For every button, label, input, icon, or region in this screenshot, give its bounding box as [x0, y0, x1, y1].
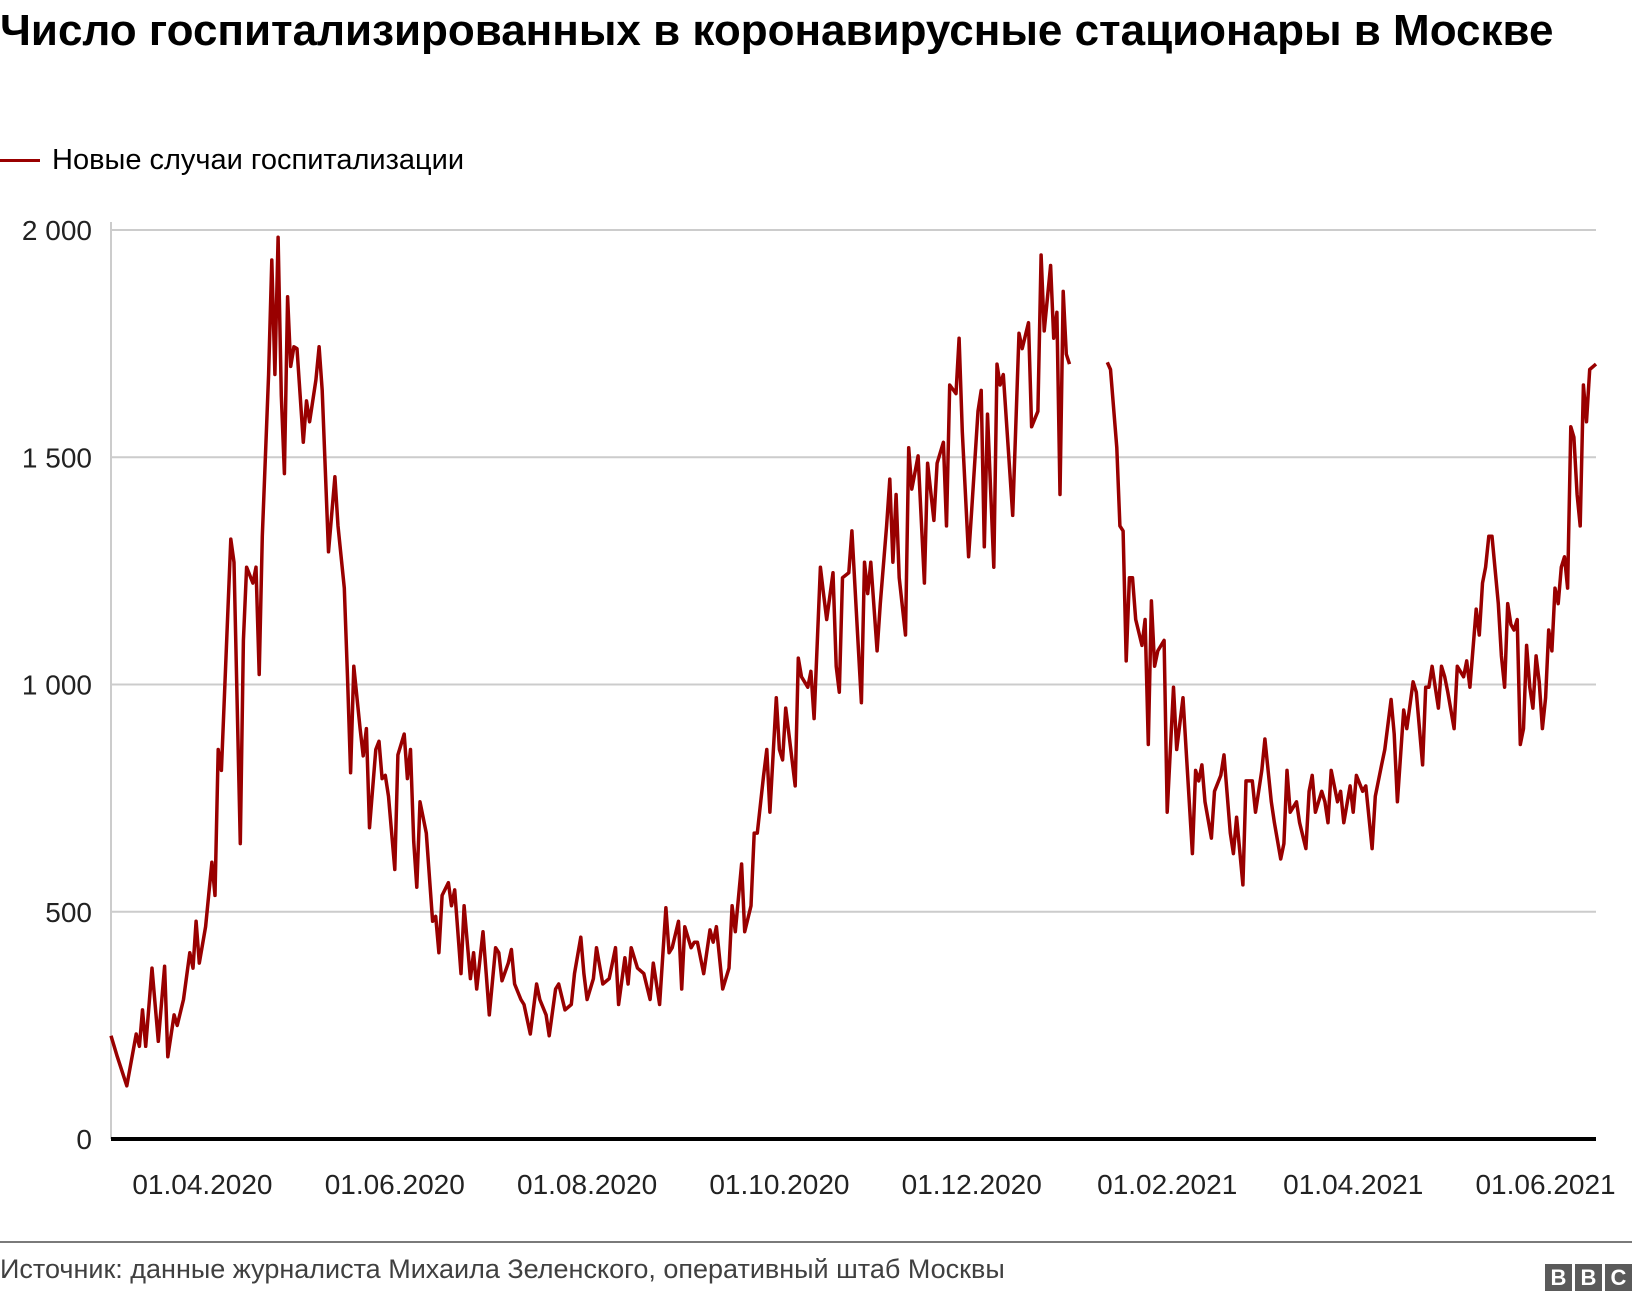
gridlines [110, 222, 1596, 1139]
bbc-logo: B B C [1545, 1264, 1632, 1291]
bbc-logo-letter: B [1545, 1264, 1572, 1291]
y-tick-label: 500 [45, 897, 92, 928]
legend: Новые случаи госпитализации [0, 144, 464, 177]
bbc-logo-letter: B [1575, 1264, 1602, 1291]
source-note: Источник: данные журналиста Михаила Зеле… [0, 1254, 1005, 1284]
x-tick-label: 01.10.2020 [709, 1169, 849, 1200]
legend-label: Новые случаи госпитализации [52, 144, 465, 176]
x-tick-label: 01.08.2020 [517, 1169, 657, 1200]
chart-title: Число госпитализированных в коронавирусн… [0, 6, 1554, 55]
x-tick-label: 01.04.2020 [132, 1169, 272, 1200]
bbc-logo-letter: C [1605, 1264, 1632, 1291]
legend-line-swatch [0, 159, 40, 162]
x-axis-tick-labels: 01.04.2020 01.06.2020 01.08.2020 01.10.2020… [132, 1169, 1615, 1200]
x-tick-label: 01.06.2021 [1475, 1169, 1615, 1200]
line-chart: 0 500 1 000 1 500 2 000 01.04.2020 01.06.2020… [22, 215, 1616, 1200]
series-lines [109, 235, 1598, 1088]
series-line-segment [109, 235, 1072, 1088]
x-tick-label: 01.06.2020 [325, 1169, 465, 1200]
x-tick-label: 01.04.2021 [1283, 1169, 1423, 1200]
y-tick-label: 1 500 [22, 442, 92, 473]
x-tick-label: 01.12.2020 [902, 1169, 1042, 1200]
y-tick-label: 2 000 [22, 215, 92, 246]
y-axis-tick-labels: 0 500 1 000 1 500 2 000 [22, 215, 92, 1155]
x-tick-label: 01.02.2021 [1097, 1169, 1237, 1200]
footer-divider [0, 1241, 1632, 1243]
y-tick-label: 0 [76, 1124, 92, 1155]
y-tick-label: 1 000 [22, 670, 92, 701]
series-line-segment [1105, 361, 1598, 887]
